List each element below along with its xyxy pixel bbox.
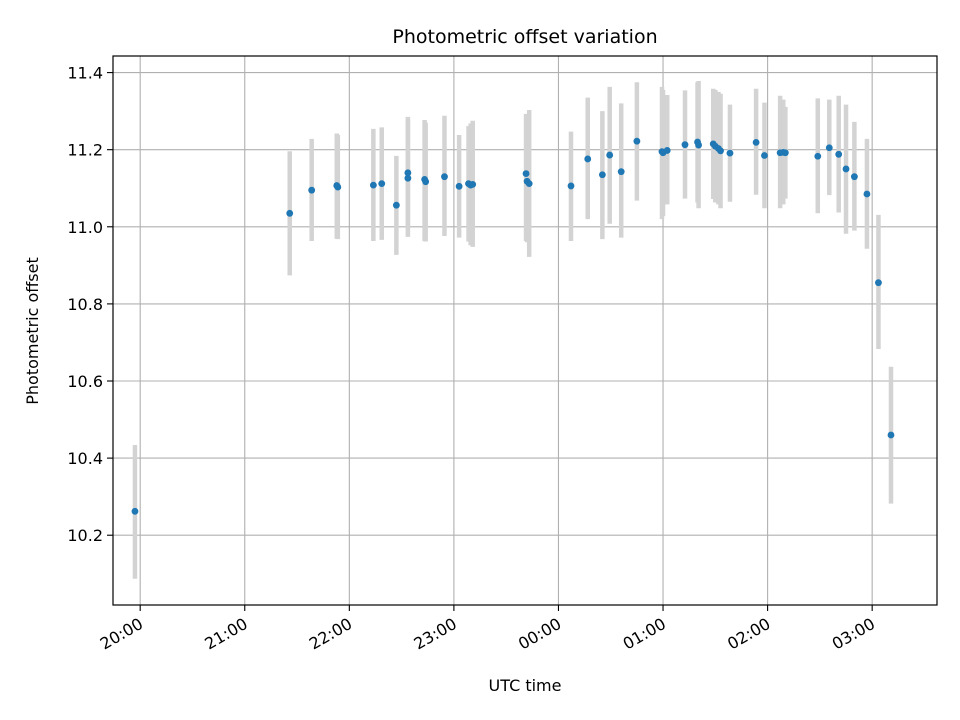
data-point (717, 147, 724, 155)
y-axis: 10.2 10.4 10.6 10.8 11.0 11.2 11.4 (67, 64, 113, 545)
data-point (606, 151, 614, 159)
data-point (369, 181, 377, 189)
data-point (761, 152, 768, 159)
data-point (404, 174, 412, 182)
data-point (726, 149, 734, 157)
data-point (522, 170, 530, 177)
data-point (392, 201, 400, 209)
data-point (617, 168, 625, 176)
data-point (525, 180, 533, 188)
data-point (441, 173, 448, 181)
data-point (422, 178, 430, 186)
data-points (131, 137, 895, 515)
y-tick-label: 11.0 (67, 218, 103, 237)
data-point (863, 190, 871, 198)
data-point (633, 137, 641, 145)
data-point (469, 180, 477, 188)
data-point (842, 165, 850, 173)
chart-title: Photometric offset variation (392, 26, 657, 48)
x-axis-label: UTC time (489, 676, 562, 695)
data-point (887, 431, 895, 439)
y-tick-label: 10.2 (67, 526, 103, 545)
data-point (663, 147, 671, 154)
plot-frame (112, 55, 938, 606)
data-point (455, 182, 463, 190)
data-point (378, 180, 386, 188)
data-point (567, 182, 575, 190)
data-point (835, 150, 843, 158)
data-point (131, 507, 139, 515)
data-point (875, 279, 882, 287)
data-point (752, 138, 760, 146)
data-point (404, 169, 412, 177)
y-tick-label: 11.4 (67, 64, 103, 83)
data-point (814, 152, 822, 160)
data-point (286, 209, 294, 217)
data-point (308, 186, 316, 194)
y-tick-label: 11.2 (67, 141, 103, 160)
data-point (781, 149, 789, 157)
y-tick-label: 10.6 (67, 372, 103, 391)
data-point (825, 144, 833, 152)
y-tick-label: 10.4 (67, 449, 103, 468)
y-axis-label: Photometric offset (23, 257, 42, 405)
y-tick-label: 10.8 (67, 295, 103, 314)
data-point (584, 155, 592, 163)
data-point (695, 141, 702, 149)
data-point (681, 141, 689, 149)
data-point (850, 173, 858, 181)
data-point (598, 171, 606, 179)
data-point (334, 183, 342, 191)
